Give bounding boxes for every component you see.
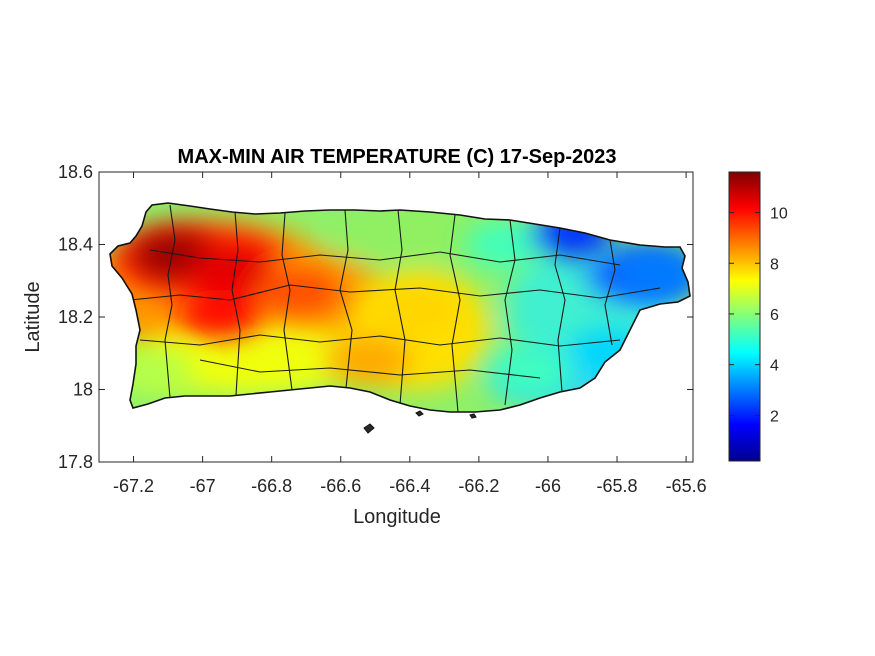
colorbar-gradient — [728, 171, 761, 462]
small-islet — [415, 410, 424, 417]
border-line — [504, 219, 516, 406]
island-coastline — [109, 202, 691, 413]
border-line — [231, 211, 241, 396]
y-tick-label: 17.8 — [58, 452, 93, 472]
x-tick-label: -66.8 — [251, 476, 292, 496]
field-hotspot — [257, 267, 342, 316]
colorbar-tick-label: 6 — [770, 307, 779, 324]
x-axis-label: Longitude — [353, 506, 441, 528]
border-line — [339, 209, 353, 389]
plot-area: -67.2 -67 -66.8 -66.6 -66.4 -66.2 -66 -65.8 -65.… — [58, 162, 707, 496]
field-hotspot — [188, 245, 273, 294]
field-hotspot — [326, 336, 411, 385]
border-line — [139, 334, 621, 347]
field-hotspot — [616, 249, 690, 298]
border-line — [149, 249, 621, 266]
field-band-south-yellow — [140, 325, 360, 395]
border-line — [554, 227, 566, 393]
x-axis: -67.2 -67 -66.8 -66.6 -66.4 -66.2 -66 -65.8 -65.… — [113, 172, 707, 496]
x-tick-label: -66 — [535, 476, 561, 496]
y-tick-label: 18.4 — [58, 235, 93, 255]
x-tick-label: -66.2 — [458, 476, 499, 496]
y-tick-label: 18.6 — [58, 162, 93, 182]
municipality-borders — [129, 204, 661, 412]
y-axis-label: Latitude — [22, 281, 44, 352]
field-hotspot — [488, 347, 573, 396]
border-line — [281, 212, 293, 391]
border-line — [394, 209, 406, 406]
border-line — [164, 204, 176, 399]
temperature-field — [110, 203, 690, 412]
x-tick-label: -66.6 — [320, 476, 361, 496]
x-tick-label: -67.2 — [113, 476, 154, 496]
border-line — [604, 239, 616, 346]
border-line — [129, 284, 661, 301]
field-hotspot — [464, 220, 549, 269]
colorbar-tick-label: 10 — [770, 206, 788, 223]
y-tick-label: 18.2 — [58, 307, 93, 327]
border-line — [199, 359, 541, 379]
field-hotspot — [177, 289, 262, 338]
small-islet — [469, 413, 477, 419]
x-tick-label: -66.4 — [389, 476, 430, 496]
small-islet — [363, 423, 375, 434]
x-tick-label: -67 — [190, 476, 216, 496]
colorbar: 2 4 6 8 10 — [728, 171, 788, 462]
chart-title: MAX-MIN AIR TEMPERATURE (C) 17-Sep-2023 — [178, 146, 617, 168]
field-hotspot — [374, 285, 459, 334]
y-axis: 17.8 18 18.2 18.4 18.6 — [58, 162, 693, 472]
colorbar-tick-label: 8 — [770, 256, 779, 273]
colorbar-tick-label: 2 — [770, 408, 779, 425]
x-tick-label: -65.8 — [597, 476, 638, 496]
border-line — [449, 214, 461, 412]
x-tick-label: -65.6 — [666, 476, 707, 496]
colorbar-tick-label: 4 — [770, 358, 779, 375]
y-tick-label: 18 — [73, 380, 93, 400]
